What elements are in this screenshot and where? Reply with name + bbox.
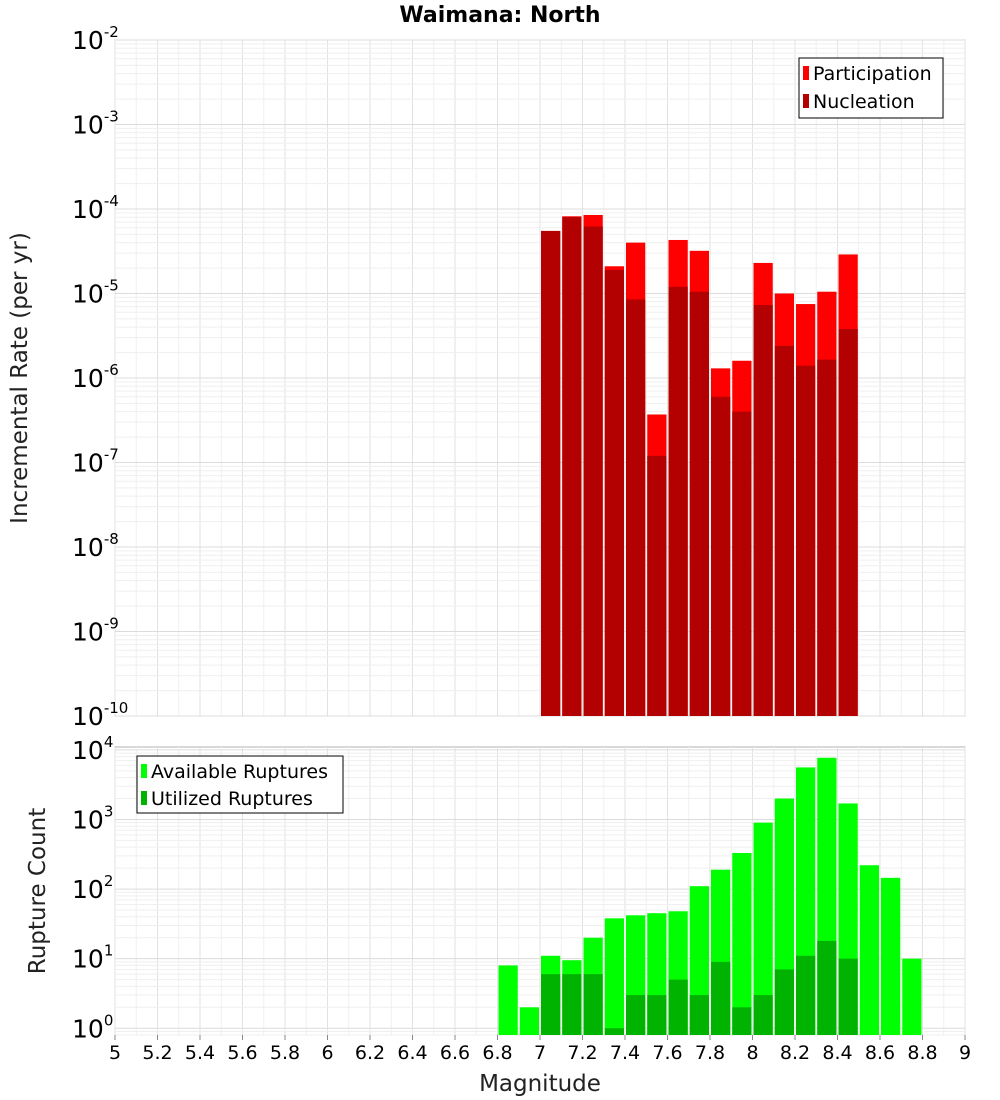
bar-bottom-utilized-ruptures — [774, 969, 794, 1035]
bar-top-nucleation — [689, 291, 709, 716]
legend-label-participation: Participation — [813, 63, 932, 85]
x-tick-label: 5.2 — [142, 1042, 172, 1064]
bar-top-nucleation — [753, 305, 773, 716]
bar-bottom-utilized-ruptures — [562, 974, 582, 1035]
top-panel: 10-10 10-9 10-8 10-7 10-6 10-5 10-4 10-3 10-2 In… — [7, 23, 966, 731]
y-tick-label: 10-6 — [72, 361, 119, 393]
x-tick-label: 7 — [534, 1042, 546, 1064]
bar-bottom-utilized-ruptures — [604, 1028, 624, 1035]
bar-bottom-available-ruptures — [604, 918, 624, 1035]
x-tick-label: 5.8 — [270, 1042, 300, 1064]
x-tick-label: 5.4 — [185, 1042, 215, 1064]
bar-bottom-utilized-ruptures — [668, 979, 688, 1035]
y-tick-label: 104 — [72, 733, 113, 765]
x-tick-label: 6 — [321, 1042, 333, 1064]
y-tick-label: 10-8 — [72, 530, 119, 562]
bar-bottom-utilized-ruptures — [626, 995, 646, 1035]
x-tick-label: 5.6 — [227, 1042, 257, 1064]
bar-top-nucleation — [711, 396, 731, 716]
bar-bottom-utilized-ruptures — [753, 995, 773, 1035]
bar-top-nucleation — [668, 286, 688, 716]
y-tick-label: 10-5 — [72, 277, 119, 309]
bar-bottom-available-ruptures — [902, 958, 922, 1035]
bar-bottom-available-ruptures — [859, 865, 879, 1035]
bar-bottom-utilized-ruptures — [541, 974, 561, 1035]
bottom-y-ticks: 100 101 102 103 104 — [72, 733, 113, 1043]
bar-bottom-utilized-ruptures — [583, 974, 603, 1035]
bottom-x-ticks: 5 5.2 5.4 5.6 5.8 6 6.2 6.4 6.6 6.8 7 7.2 7.4 7.6 7.8 8… — [109, 1035, 971, 1064]
top-grid — [114, 39, 966, 717]
top-legend: Participation Nucleation — [798, 57, 944, 119]
y-tick-label: 10-3 — [72, 108, 119, 140]
bottom-legend-box — [136, 755, 344, 814]
bar-top-nucleation — [583, 226, 603, 716]
y-tick-label: 10-9 — [72, 615, 119, 647]
top-legend-box — [798, 57, 944, 119]
bar-top-nucleation — [562, 217, 582, 716]
bar-bottom-utilized-ruptures — [838, 958, 858, 1035]
top-bars — [541, 214, 858, 717]
bar-bottom-utilized-ruptures — [732, 1007, 752, 1035]
legend-swatch-available — [141, 764, 147, 778]
bar-top-nucleation — [604, 269, 624, 716]
bar-top-nucleation — [626, 299, 646, 716]
bar-bottom-available-ruptures — [732, 852, 752, 1035]
x-tick-label: 8.8 — [907, 1042, 937, 1064]
bar-bottom-available-ruptures — [753, 822, 773, 1035]
bar-top-nucleation — [774, 345, 794, 716]
y-tick-label: 103 — [72, 802, 113, 834]
x-tick-label: 6.4 — [397, 1042, 427, 1064]
legend-swatch-participation — [803, 66, 809, 80]
x-tick-label: 7.4 — [610, 1042, 640, 1064]
top-y-axis-label: Incremental Rate (per yr) — [7, 232, 33, 524]
bar-bottom-utilized-ruptures — [647, 995, 667, 1035]
bottom-legend: Available Ruptures Utilized Ruptures — [136, 755, 344, 814]
bar-bottom-available-ruptures — [519, 1007, 539, 1035]
bar-top-nucleation — [647, 455, 667, 716]
y-tick-label: 10-4 — [72, 192, 119, 224]
legend-swatch-utilized — [141, 791, 147, 805]
x-tick-label: 8.6 — [865, 1042, 895, 1064]
x-tick-label: 7.6 — [652, 1042, 682, 1064]
legend-swatch-nucleation — [803, 94, 809, 108]
y-tick-label: 101 — [72, 942, 113, 974]
y-tick-label: 10-2 — [72, 23, 119, 55]
x-tick-label: 6.8 — [482, 1042, 512, 1064]
bar-bottom-available-ruptures — [881, 877, 901, 1035]
bottom-y-axis-label: Rupture Count — [25, 808, 51, 974]
legend-label-utilized: Utilized Ruptures — [151, 788, 313, 810]
bottom-bars — [498, 757, 922, 1035]
bar-top-nucleation — [541, 230, 561, 717]
y-tick-label: 100 — [72, 1011, 113, 1043]
x-tick-label: 8 — [746, 1042, 758, 1064]
bar-bottom-utilized-ruptures — [711, 961, 731, 1035]
bar-bottom-available-ruptures — [498, 965, 518, 1035]
bar-bottom-utilized-ruptures — [796, 955, 816, 1035]
y-tick-label: 10-10 — [72, 699, 128, 731]
x-axis-label: Magnitude — [479, 1071, 601, 1097]
y-tick-label: 102 — [72, 872, 113, 904]
bar-top-nucleation — [817, 359, 837, 716]
bottom-panel: 100 101 102 103 104 5 5.2 5.4 5.6 5.8 6 6.2 6.4 6.6 6… — [25, 733, 971, 1064]
x-tick-label: 8.4 — [822, 1042, 852, 1064]
bar-top-nucleation — [838, 329, 858, 716]
bar-top-nucleation — [732, 411, 752, 716]
legend-label-nucleation: Nucleation — [813, 91, 915, 113]
x-tick-label: 6.6 — [440, 1042, 470, 1064]
x-tick-label: 7.2 — [567, 1042, 597, 1064]
legend-label-available: Available Ruptures — [151, 761, 328, 783]
chart-title: Waimana: North — [399, 3, 600, 28]
bar-bottom-utilized-ruptures — [817, 940, 837, 1035]
top-y-ticks: 10-10 10-9 10-8 10-7 10-6 10-5 10-4 10-3 10-2 — [72, 23, 128, 731]
x-tick-label: 9 — [959, 1042, 971, 1064]
x-tick-label: 5 — [109, 1042, 121, 1064]
y-tick-label: 10-7 — [72, 446, 119, 478]
bar-top-nucleation — [796, 365, 816, 716]
x-tick-label: 8.2 — [780, 1042, 810, 1064]
bar-bottom-utilized-ruptures — [689, 995, 709, 1035]
x-tick-label: 6.2 — [355, 1042, 385, 1064]
x-tick-label: 7.8 — [695, 1042, 725, 1064]
